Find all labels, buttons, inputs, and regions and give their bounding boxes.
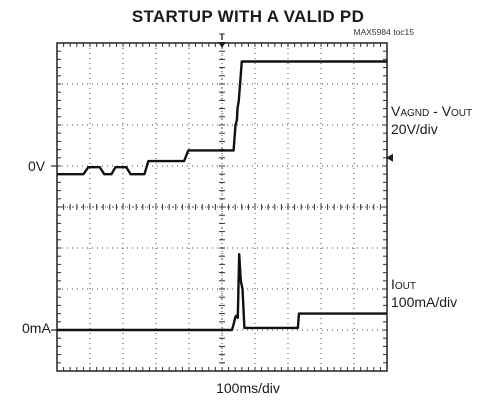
ch2-zero-label: 0mA [22,320,51,336]
ch1-scale: 20V/div [391,121,438,137]
ch1-zero-label: 0V [28,158,46,174]
ch2-scale: 100mA/div [391,294,458,310]
trace-ch1 [57,60,387,176]
trace-ch2 [57,253,387,332]
ch2-name: IOUT [391,276,416,292]
x-axis-label: 100ms/div [216,380,280,396]
trigger-marker-label: T [219,32,225,42]
ch1-name: VAGND - VOUT [391,103,473,119]
trigger-marker-icon [218,42,226,48]
figure-id: MAX5984 toc15 [353,27,414,37]
trigger-level-icon [386,153,393,162]
chart-title: STARTUP WITH A VALID PD [131,7,365,26]
